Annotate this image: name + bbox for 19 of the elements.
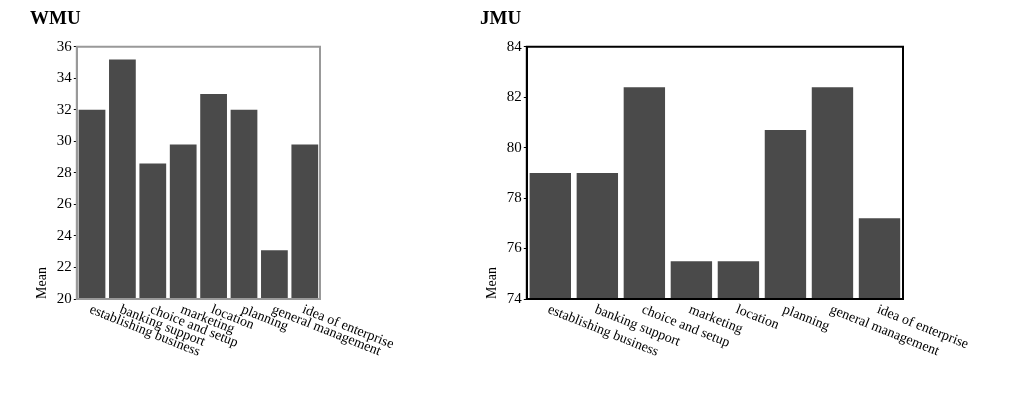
chart-title: WMU bbox=[30, 7, 81, 29]
y-tick-label: 82 bbox=[506, 88, 522, 105]
y-axis-title: Mean bbox=[34, 267, 50, 299]
y-axis-title: Mean bbox=[484, 267, 500, 299]
y-tick-label: 20 bbox=[56, 289, 72, 306]
y-tick-label: 36 bbox=[56, 37, 73, 54]
y-tick-label: 24 bbox=[56, 226, 73, 243]
chart-title: JMU bbox=[480, 7, 522, 29]
y-tick-label: 32 bbox=[56, 100, 72, 117]
y-tick-label: 84 bbox=[506, 37, 523, 54]
y-tick-label: 22 bbox=[56, 258, 72, 275]
y-tick-label: 80 bbox=[506, 138, 522, 155]
y-tick-label: 74 bbox=[506, 289, 523, 306]
y-tick-label: 78 bbox=[506, 189, 522, 206]
y-tick-label: 26 bbox=[56, 195, 73, 212]
y-tick-label: 30 bbox=[56, 132, 72, 149]
y-tick-label: 28 bbox=[56, 163, 72, 180]
y-tick-label: 34 bbox=[56, 69, 73, 86]
y-tick-label: 76 bbox=[506, 239, 523, 256]
